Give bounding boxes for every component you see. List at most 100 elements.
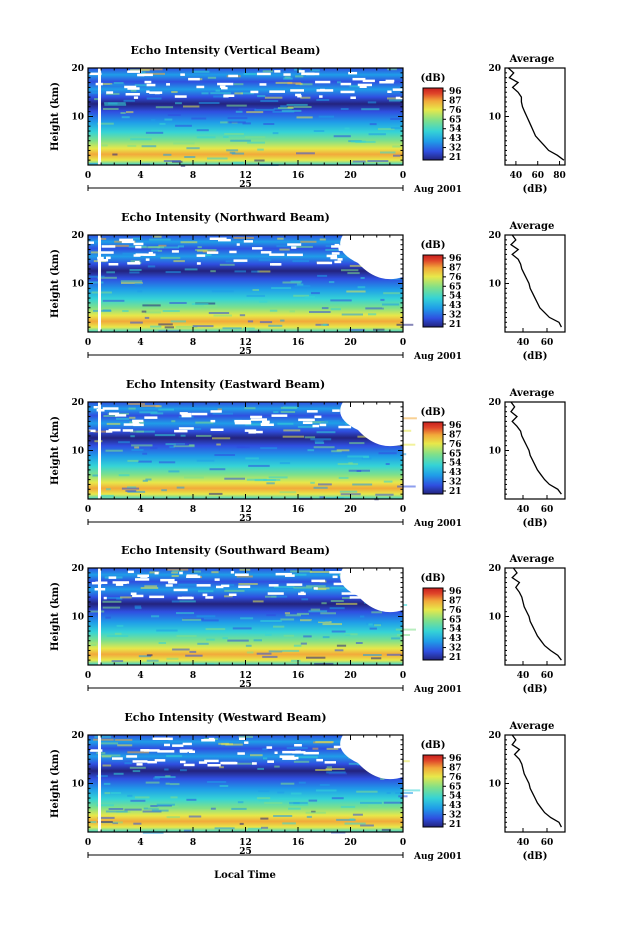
heatmap-cell [111, 660, 124, 663]
heatmap-cell [349, 328, 365, 331]
heatmap-cell [312, 747, 319, 750]
heatmap-cell [237, 801, 244, 804]
heatmap-cell [155, 106, 174, 109]
no-echo-gap [130, 592, 137, 595]
heatmap-cell [360, 277, 365, 279]
heatmap-cell [392, 145, 401, 148]
heatmap-cell [130, 321, 143, 324]
heatmap-cell [326, 771, 346, 774]
no-echo-gap [269, 90, 285, 93]
heatmap-cell [282, 406, 298, 409]
no-echo-gap [115, 583, 124, 586]
heatmap-cell [289, 801, 308, 804]
no-echo-gap [180, 760, 186, 764]
heatmap-cell [106, 422, 121, 425]
average-title: Average [509, 54, 555, 65]
heatmap-cell [130, 435, 135, 438]
heatmap-cell [402, 453, 407, 456]
heatmap-cell [395, 628, 416, 631]
heatmap-cell [163, 153, 172, 156]
x-tick-label: 8 [190, 838, 196, 848]
no-echo-region [90, 735, 418, 780]
heatmap-cell [106, 488, 111, 491]
heatmap-cell [104, 597, 122, 599]
heatmap-cell [93, 309, 112, 312]
average-x-tick-label: 60 [541, 505, 554, 515]
heatmap-cell [112, 153, 118, 156]
heatmap-cell [220, 121, 230, 124]
no-echo-gap [210, 428, 224, 431]
heatmap-cell [201, 92, 209, 95]
heatmap-cell [165, 782, 170, 785]
colorbar-tick-label: 43 [449, 634, 462, 644]
heatmap-cell [357, 286, 366, 289]
heatmap-cell [273, 625, 285, 628]
day-label: 25 [239, 847, 252, 857]
heatmap-cell [172, 569, 184, 572]
colorbar-tick-label: 96 [449, 421, 462, 431]
heatmap-cell [369, 123, 377, 126]
heatmap-cell [365, 307, 384, 310]
average-y-tick-label: 20 [488, 731, 501, 741]
heatmap-cell [239, 568, 251, 571]
colorbar-tick-label: 21 [449, 153, 462, 163]
data-gap [98, 235, 101, 332]
colorbar-tick-label: 21 [449, 653, 462, 663]
heatmap-cell [127, 144, 137, 147]
heatmap-cell [397, 417, 417, 420]
no-echo-gap [219, 85, 226, 88]
heatmap-cell [152, 235, 162, 238]
colorbar-tick-label: 65 [449, 782, 462, 792]
heatmap-cell [201, 619, 219, 622]
heatmap-cell [239, 822, 244, 825]
colorbar-tick-label: 65 [449, 115, 462, 125]
y-tick-label: 10 [71, 613, 84, 623]
heatmap-cell [293, 760, 310, 763]
heatmap-cell [279, 462, 291, 465]
heatmap-cell [198, 590, 214, 593]
no-echo-gap [146, 90, 150, 93]
heatmap-cell [189, 650, 197, 653]
heatmap-cell [306, 815, 312, 818]
no-echo-gap [133, 254, 141, 257]
no-echo-gap [160, 578, 175, 582]
heatmap-cell [183, 829, 192, 832]
colorbar-tick-label: 65 [449, 615, 462, 625]
heatmap-cell [130, 430, 144, 433]
x-tick-label: 12 [239, 171, 252, 181]
no-echo-gap [164, 743, 170, 747]
no-echo-gap [198, 761, 208, 764]
heatmap-cell [315, 741, 334, 743]
no-echo-gap [180, 73, 185, 76]
heatmap-cell [173, 142, 195, 145]
colorbar [422, 587, 444, 661]
heatmap-cell [252, 600, 264, 603]
no-echo-gap [229, 250, 237, 254]
heatmap-cell [141, 405, 160, 407]
heatmap-cell [128, 407, 136, 410]
heatmap-cell [277, 237, 284, 240]
heatmap-cell [300, 240, 317, 243]
heatmap-cell [289, 803, 309, 806]
no-echo-gap [270, 263, 281, 266]
no-echo-gap [191, 412, 208, 416]
heatmap-cell [216, 443, 221, 446]
x-axis-label-local-time: Local Time [214, 870, 276, 881]
no-echo-gap [340, 82, 352, 86]
x-tick-label: 0 [400, 171, 406, 181]
heatmap-cell [395, 792, 413, 794]
no-echo-gap [334, 243, 340, 247]
heatmap-cell [180, 241, 198, 244]
heatmap-cell [165, 443, 185, 446]
heatmap-cell [144, 316, 150, 319]
beam-panel-5: Echo Intensity (Westward Beam) 20 10 Height… [50, 711, 566, 862]
no-echo-gap [338, 425, 352, 429]
no-echo-gap [196, 584, 211, 587]
heatmap-cell [367, 160, 389, 162]
heatmap-cell [100, 742, 119, 745]
heatmap-cell [280, 411, 296, 413]
heatmap-cell [93, 430, 111, 433]
heatmap-cell [214, 454, 235, 456]
colorbar [422, 754, 444, 828]
heatmap-cell [122, 310, 129, 312]
